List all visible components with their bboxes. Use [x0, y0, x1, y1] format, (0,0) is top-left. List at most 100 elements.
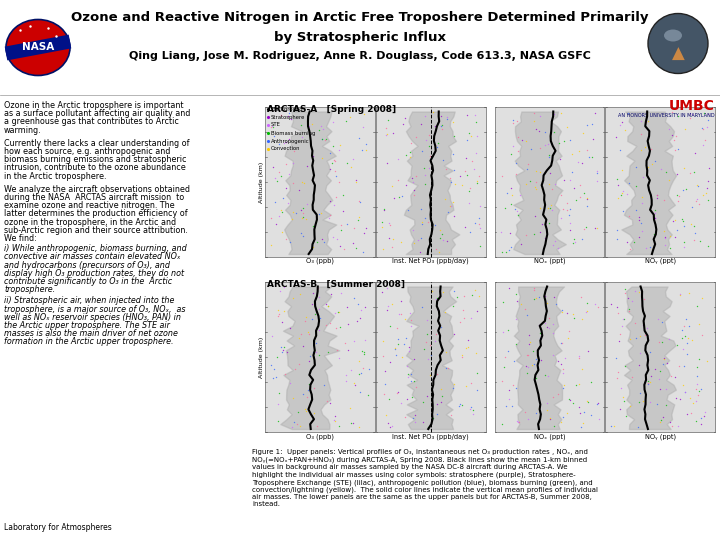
Point [436, 392, 448, 400]
Point [425, 370, 436, 379]
Point [424, 341, 436, 349]
Point [307, 289, 319, 298]
Point [703, 164, 714, 172]
Point [423, 423, 434, 432]
Point [442, 112, 454, 121]
Point [460, 344, 472, 353]
Point [516, 240, 527, 248]
Point [688, 222, 700, 231]
Point [539, 141, 551, 150]
Point [301, 200, 312, 209]
Text: Currently there lacks a clear understanding of: Currently there lacks a clear understand… [4, 139, 189, 148]
Point [639, 143, 651, 151]
Point [671, 225, 683, 234]
Point [574, 180, 585, 189]
Point [636, 193, 648, 202]
Point [554, 154, 566, 163]
Point [422, 330, 433, 339]
Point [624, 245, 636, 254]
Point [471, 177, 482, 185]
Point [665, 372, 677, 380]
Point [577, 418, 589, 427]
Point [420, 171, 431, 180]
Point [696, 420, 707, 428]
Text: ARCTAS-B   [Summer 2008]: ARCTAS-B [Summer 2008] [267, 280, 405, 289]
Point [589, 224, 600, 232]
Text: Ozone in the Arctic troposphere is important: Ozone in the Arctic troposphere is impor… [4, 101, 184, 110]
Bar [606, 107, 715, 257]
Point [307, 222, 318, 231]
Point [500, 402, 511, 410]
Point [505, 150, 517, 158]
Point [573, 380, 585, 388]
Point [327, 232, 338, 241]
Text: warming.: warming. [4, 126, 42, 134]
Point [634, 389, 646, 397]
Point [390, 350, 402, 359]
Point [540, 371, 552, 380]
Point [387, 129, 398, 137]
Point [338, 245, 350, 253]
Point [578, 408, 590, 416]
Point [583, 152, 595, 161]
Point [301, 393, 312, 401]
Text: Ozone and Reactive Nitrogen in Arctic Free Troposhere Determined Primarily: Ozone and Reactive Nitrogen in Arctic Fr… [71, 11, 649, 24]
Point [390, 343, 401, 352]
Bar [265, 282, 374, 432]
Point [702, 116, 714, 124]
Point [676, 334, 688, 342]
Point [281, 347, 292, 356]
Point [287, 208, 299, 217]
Point [644, 242, 656, 251]
Point [608, 422, 619, 430]
Point [420, 136, 432, 145]
Point [359, 228, 370, 237]
Text: during the NASA  ARCTAS aircraft mission  to: during the NASA ARCTAS aircraft mission … [4, 193, 184, 202]
Point [611, 235, 623, 244]
Point [436, 122, 447, 130]
Point [667, 217, 678, 225]
Point [436, 124, 448, 133]
Point [283, 109, 294, 118]
Point [302, 162, 313, 171]
Point [544, 218, 555, 227]
Text: convection/lightning (yellow).  The solid color lines indicate the vertical mean: convection/lightning (yellow). The solid… [252, 487, 598, 493]
Point [461, 136, 472, 145]
Point [320, 134, 332, 143]
Point [294, 205, 306, 214]
Point [691, 363, 703, 372]
Point [301, 215, 312, 224]
Point [581, 146, 593, 154]
Point [614, 330, 626, 339]
Point [359, 302, 371, 311]
Point [287, 159, 299, 167]
Text: in the Arctic troposphere.: in the Arctic troposphere. [4, 172, 107, 180]
Point [696, 330, 707, 339]
Point [678, 345, 689, 353]
Point [336, 225, 347, 234]
Point [415, 247, 426, 256]
Point [300, 313, 312, 322]
Point [533, 126, 544, 135]
Point [462, 170, 473, 179]
Point [660, 167, 672, 176]
Point [384, 423, 396, 431]
Point [534, 328, 546, 337]
Point [630, 181, 642, 190]
Point [648, 230, 660, 239]
Point [549, 293, 560, 301]
Point [642, 324, 653, 333]
Point [275, 111, 287, 120]
Point [558, 176, 570, 184]
Point [523, 176, 535, 185]
Point [623, 307, 634, 316]
Point [418, 345, 429, 354]
Point [422, 218, 433, 226]
Point [266, 122, 278, 130]
Point [379, 380, 391, 388]
Point [342, 346, 354, 355]
Point [354, 198, 366, 206]
Point [403, 343, 415, 352]
Point [339, 339, 351, 347]
Point [505, 228, 516, 237]
